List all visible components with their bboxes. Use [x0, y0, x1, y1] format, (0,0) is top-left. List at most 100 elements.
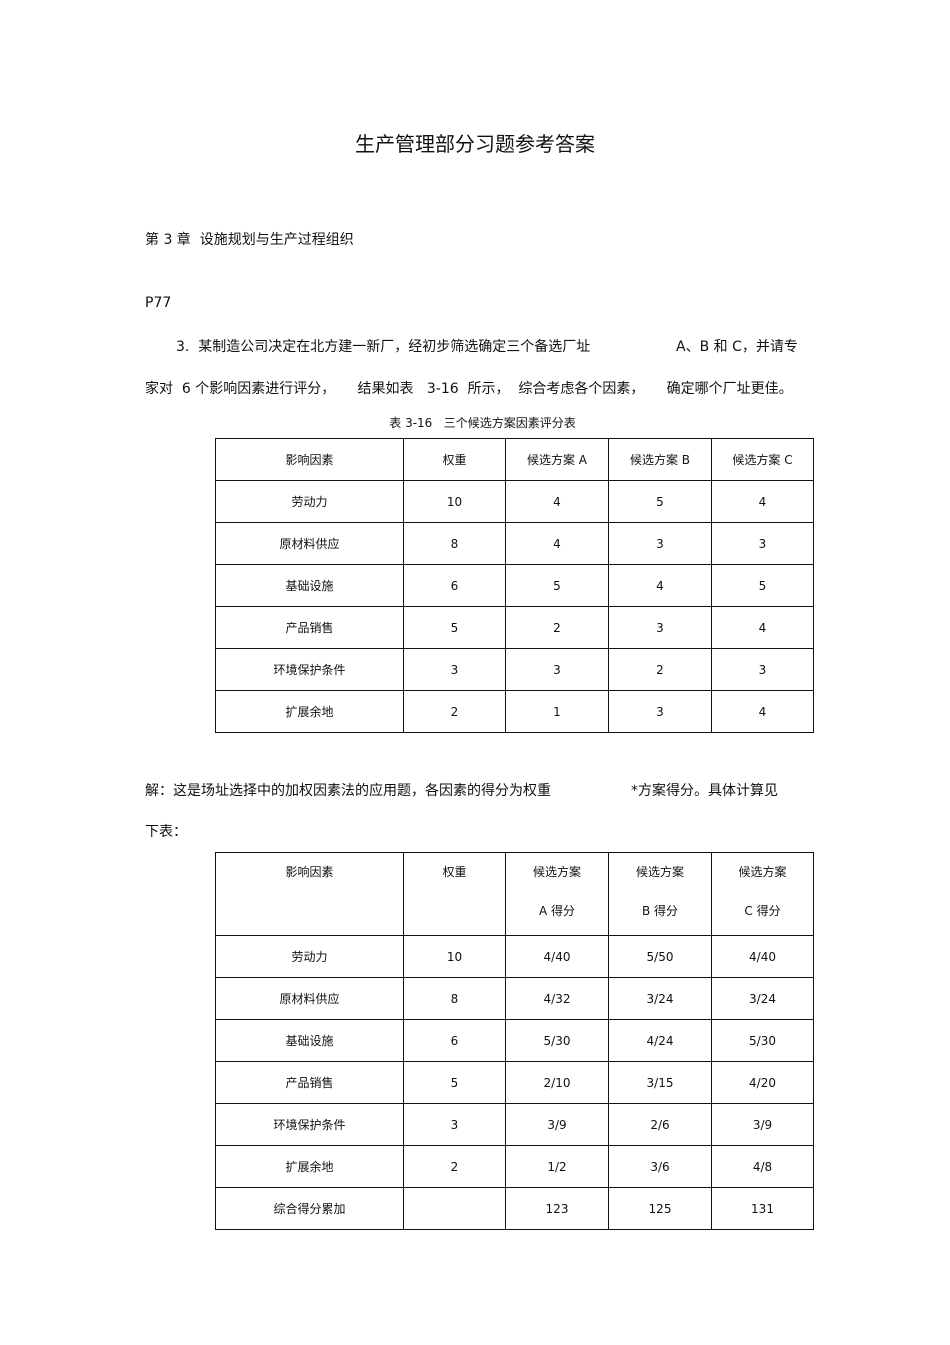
factor-score-table: 影响因素 权重 候选方案 A 候选方案 B 候选方案 C 劳动力 10 4 5 4 原材料供应 8 4 3…	[215, 438, 814, 733]
table-cell: 劳动力	[215, 480, 404, 523]
table-cell: 3	[608, 690, 712, 733]
table-row: 劳动力 10 4 5 4	[215, 480, 814, 523]
page-reference: P77	[145, 295, 172, 311]
header-cell: 权重	[403, 852, 506, 936]
table-cell: 8	[403, 977, 506, 1020]
table-cell: 3/15	[608, 1061, 712, 1104]
table-cell: 2	[403, 690, 506, 733]
header-line-1: 候选方案	[635, 865, 684, 879]
table-cell: 3/9	[505, 1103, 609, 1146]
table-cell: 4	[608, 564, 712, 607]
table-row: 环境保护条件 3 3 2 3	[215, 648, 814, 691]
table-row: 基础设施 6 5 4 5	[215, 564, 814, 607]
question-line-1-tail: A、B 和 C，并请专	[676, 339, 798, 355]
table-row: 产品销售 5 2 3 4	[215, 606, 814, 649]
header-cell: 候选方案 A	[505, 438, 609, 481]
table-header-row: 影响因素 权重 候选方案 A 得分 候选方案 B 得分 候选方案 C 得分	[215, 852, 814, 936]
table-cell: 2	[505, 606, 609, 649]
header-line-1: 影响因素	[285, 865, 334, 879]
table-cell	[403, 1187, 506, 1230]
table-cell: 5/30	[711, 1019, 814, 1062]
table-cell: 2	[403, 1145, 506, 1188]
table-cell: 4	[505, 522, 609, 565]
table-cell: 8	[403, 522, 506, 565]
table-cell: 5	[403, 606, 506, 649]
table-cell: 3/9	[711, 1103, 814, 1146]
table-cell: 125	[608, 1187, 712, 1230]
table-cell: 4/24	[608, 1019, 712, 1062]
table-cell: 环境保护条件	[215, 1103, 404, 1146]
table-cell: 131	[711, 1187, 814, 1230]
table-cell: 4/8	[711, 1145, 814, 1188]
header-cell: 候选方案 C	[711, 438, 814, 481]
header-line-2: B 得分	[641, 904, 679, 918]
header-cell: 影响因素	[215, 852, 404, 936]
table-cell: 4/40	[711, 935, 814, 978]
table-cell: 3/24	[608, 977, 712, 1020]
table-cell: 3	[608, 606, 712, 649]
table-cell: 3	[711, 522, 814, 565]
table-cell: 劳动力	[215, 935, 404, 978]
table-cell: 4	[711, 690, 814, 733]
table-header-row: 影响因素 权重 候选方案 A 候选方案 B 候选方案 C	[215, 438, 814, 481]
header-cell: 候选方案 B 得分	[608, 852, 712, 936]
table-cell: 5	[711, 564, 814, 607]
table-cell: 4	[711, 606, 814, 649]
header-line-1: 候选方案	[738, 865, 787, 879]
table-cell: 10	[403, 935, 506, 978]
table-cell: 3	[403, 648, 506, 691]
header-cell: 影响因素	[215, 438, 404, 481]
table-cell: 1	[505, 690, 609, 733]
table-cell: 5/30	[505, 1019, 609, 1062]
table-cell: 5	[608, 480, 712, 523]
solution-line-1: 解：这是场址选择中的加权因素法的应用题，各因素的得分为权重	[145, 783, 551, 799]
table-cell: 4/32	[505, 977, 609, 1020]
question-line-2: 家对 6 个影响因素进行评分， 结果如表 3-16 所示， 综合考虑各个因素， …	[145, 381, 793, 397]
table-cell: 3	[505, 648, 609, 691]
header-line-2: C 得分	[744, 904, 781, 918]
header-cell: 候选方案 C 得分	[711, 852, 814, 936]
table-row: 扩展余地 2 1/2 3/6 4/8	[215, 1145, 814, 1188]
chapter-heading: 第 3 章 设施规划与生产过程组织	[145, 232, 354, 248]
table-cell: 6	[403, 564, 506, 607]
table-cell: 4	[711, 480, 814, 523]
table-cell: 扩展余地	[215, 690, 404, 733]
document-title: 生产管理部分习题参考答案	[355, 132, 595, 156]
table-cell: 综合得分累加	[215, 1187, 404, 1230]
table-row: 综合得分累加 123 125 131	[215, 1187, 814, 1230]
table-cell: 2/10	[505, 1061, 609, 1104]
table-cell: 4/40	[505, 935, 609, 978]
table-cell: 3/24	[711, 977, 814, 1020]
table-cell: 基础设施	[215, 564, 404, 607]
weighted-score-table: 影响因素 权重 候选方案 A 得分 候选方案 B 得分 候选方案 C 得分 劳动力 10 4/40 5…	[215, 852, 814, 1230]
table-cell: 产品销售	[215, 1061, 404, 1104]
question-line-1: 3. 某制造公司决定在北方建一新厂，经初步筛选确定三个备选厂址	[176, 339, 591, 355]
table-cell: 原材料供应	[215, 977, 404, 1020]
table-row: 环境保护条件 3 3/9 2/6 3/9	[215, 1103, 814, 1146]
solution-line-2: 下表：	[145, 824, 187, 840]
table-cell: 环境保护条件	[215, 648, 404, 691]
table-cell: 2	[608, 648, 712, 691]
header-cell: 权重	[403, 438, 506, 481]
table-cell: 原材料供应	[215, 522, 404, 565]
table-row: 产品销售 5 2/10 3/15 4/20	[215, 1061, 814, 1104]
table-cell: 扩展余地	[215, 1145, 404, 1188]
table-cell: 3/6	[608, 1145, 712, 1188]
table-cell: 2/6	[608, 1103, 712, 1146]
table-row: 原材料供应 8 4/32 3/24 3/24	[215, 977, 814, 1020]
table-row: 扩展余地 2 1 3 4	[215, 690, 814, 733]
table-cell: 1/2	[505, 1145, 609, 1188]
table-cell: 123	[505, 1187, 609, 1230]
table-caption: 表 3-16 三个候选方案因素评分表	[389, 416, 576, 430]
table-cell: 5/50	[608, 935, 712, 978]
header-line-1: 权重	[442, 865, 467, 879]
header-cell: 候选方案 B	[608, 438, 712, 481]
table-cell: 5	[505, 564, 609, 607]
table-row: 原材料供应 8 4 3 3	[215, 522, 814, 565]
header-line-1: 候选方案	[532, 865, 581, 879]
table-cell: 产品销售	[215, 606, 404, 649]
table-cell: 4/20	[711, 1061, 814, 1104]
table-cell: 5	[403, 1061, 506, 1104]
table-cell: 3	[711, 648, 814, 691]
solution-line-1-tail: *方案得分。具体计算见	[631, 783, 778, 799]
